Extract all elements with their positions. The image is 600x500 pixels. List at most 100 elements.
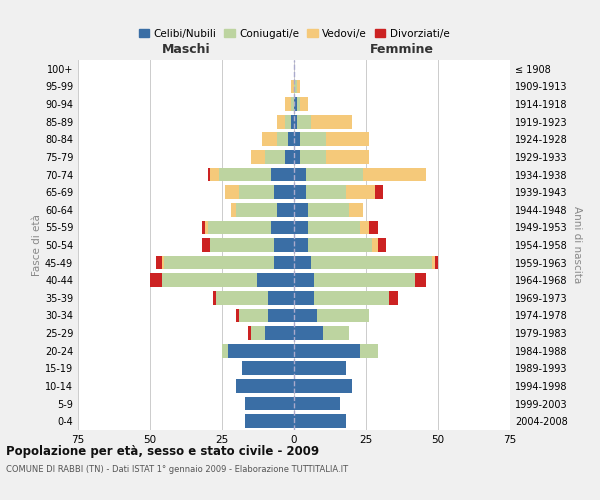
Bar bbox=[326, 150, 369, 164]
Text: Popolazione per età, sesso e stato civile - 2009: Popolazione per età, sesso e stato civil… bbox=[6, 445, 319, 458]
Bar bbox=[305, 186, 346, 199]
Bar bbox=[314, 291, 389, 304]
Bar bbox=[294, 238, 308, 252]
Bar bbox=[317, 308, 369, 322]
Bar bbox=[161, 274, 257, 287]
Bar bbox=[277, 132, 288, 146]
Bar bbox=[208, 220, 271, 234]
Bar bbox=[248, 326, 251, 340]
Bar bbox=[161, 256, 164, 270]
Bar bbox=[346, 186, 374, 199]
Bar bbox=[389, 291, 398, 304]
Bar bbox=[311, 256, 432, 270]
Bar bbox=[294, 362, 346, 375]
Bar bbox=[360, 344, 377, 358]
Bar bbox=[297, 115, 311, 128]
Bar bbox=[294, 150, 300, 164]
Bar bbox=[251, 326, 265, 340]
Bar bbox=[311, 115, 352, 128]
Bar bbox=[274, 186, 294, 199]
Bar bbox=[286, 115, 291, 128]
Bar bbox=[268, 308, 294, 322]
Y-axis label: Anni di nascita: Anni di nascita bbox=[572, 206, 581, 284]
Bar bbox=[308, 203, 349, 216]
Bar bbox=[297, 97, 300, 111]
Bar bbox=[294, 414, 346, 428]
Bar bbox=[262, 132, 277, 146]
Bar bbox=[323, 326, 349, 340]
Bar bbox=[245, 414, 294, 428]
Bar bbox=[268, 291, 294, 304]
Bar bbox=[308, 220, 360, 234]
Bar bbox=[294, 256, 311, 270]
Bar bbox=[300, 97, 308, 111]
Bar bbox=[377, 238, 386, 252]
Bar bbox=[288, 132, 294, 146]
Bar bbox=[265, 150, 286, 164]
Bar bbox=[349, 203, 363, 216]
Bar bbox=[271, 220, 294, 234]
Bar bbox=[294, 115, 297, 128]
Bar bbox=[300, 132, 326, 146]
Bar bbox=[274, 256, 294, 270]
Bar bbox=[239, 308, 268, 322]
Bar bbox=[277, 203, 294, 216]
Bar bbox=[245, 396, 294, 410]
Bar bbox=[257, 274, 294, 287]
Bar bbox=[202, 238, 211, 252]
Bar bbox=[222, 344, 228, 358]
Bar bbox=[277, 115, 286, 128]
Bar bbox=[294, 186, 305, 199]
Bar bbox=[294, 274, 314, 287]
Bar bbox=[208, 168, 211, 181]
Bar bbox=[236, 379, 294, 393]
Bar bbox=[286, 150, 294, 164]
Legend: Celibi/Nubili, Coniugati/e, Vedovi/e, Divorziati/e: Celibi/Nubili, Coniugati/e, Vedovi/e, Di… bbox=[134, 24, 454, 43]
Bar bbox=[150, 274, 161, 287]
Bar bbox=[294, 379, 352, 393]
Bar bbox=[314, 274, 415, 287]
Bar bbox=[286, 97, 291, 111]
Y-axis label: Fasce di età: Fasce di età bbox=[32, 214, 42, 276]
Bar bbox=[291, 115, 294, 128]
Bar bbox=[374, 186, 383, 199]
Bar bbox=[294, 396, 340, 410]
Bar bbox=[228, 344, 294, 358]
Bar bbox=[216, 291, 268, 304]
Bar bbox=[308, 238, 372, 252]
Bar bbox=[291, 97, 294, 111]
Bar bbox=[294, 344, 360, 358]
Bar bbox=[326, 132, 369, 146]
Bar bbox=[432, 256, 435, 270]
Bar bbox=[214, 291, 216, 304]
Bar bbox=[369, 220, 377, 234]
Bar bbox=[435, 256, 438, 270]
Bar bbox=[271, 168, 294, 181]
Bar bbox=[294, 97, 297, 111]
Bar bbox=[415, 274, 427, 287]
Bar bbox=[202, 220, 205, 234]
Bar bbox=[360, 220, 369, 234]
Bar bbox=[265, 326, 294, 340]
Bar bbox=[274, 238, 294, 252]
Bar bbox=[363, 168, 427, 181]
Bar bbox=[211, 168, 219, 181]
Bar bbox=[205, 220, 208, 234]
Bar bbox=[242, 362, 294, 375]
Bar bbox=[300, 150, 326, 164]
Bar bbox=[225, 186, 239, 199]
Bar bbox=[239, 186, 274, 199]
Bar bbox=[294, 203, 308, 216]
Text: COMUNE DI RABBI (TN) - Dati ISTAT 1° gennaio 2009 - Elaborazione TUTTITALIA.IT: COMUNE DI RABBI (TN) - Dati ISTAT 1° gen… bbox=[6, 466, 348, 474]
Bar bbox=[372, 238, 377, 252]
Bar bbox=[236, 308, 239, 322]
Bar bbox=[294, 308, 317, 322]
Bar bbox=[219, 168, 271, 181]
Text: Femmine: Femmine bbox=[370, 44, 434, 57]
Bar bbox=[294, 326, 323, 340]
Text: Maschi: Maschi bbox=[161, 44, 211, 57]
Bar bbox=[294, 220, 308, 234]
Bar bbox=[211, 238, 274, 252]
Bar bbox=[164, 256, 274, 270]
Bar bbox=[291, 80, 294, 94]
